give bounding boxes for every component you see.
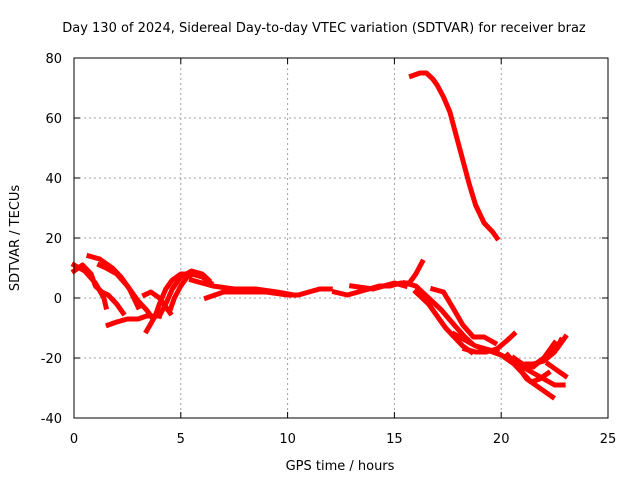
x-tick-label: 5 (177, 432, 185, 447)
series-arc16 (429, 285, 499, 347)
series-arc2 (70, 262, 127, 317)
x-tick-label: 0 (70, 432, 78, 447)
series-arc7 (141, 289, 174, 317)
x-tick-label: 20 (493, 432, 510, 447)
series-arc14 (402, 279, 475, 347)
series-arc8 (156, 268, 213, 320)
series-arc11 (188, 276, 297, 298)
x-tick-label: 10 (279, 432, 296, 447)
y-axis-label: SDTVAR / TECUs (8, 185, 23, 292)
y-tick-label: -20 (41, 352, 62, 367)
series-arc19 (480, 345, 566, 388)
y-tick-label: 40 (45, 172, 62, 187)
series-arc4 (96, 261, 155, 320)
series-arc26 (408, 70, 501, 242)
series-arc21 (502, 354, 552, 385)
series-arc24 (527, 333, 569, 371)
grid (74, 58, 608, 418)
series-arc15 (412, 288, 475, 356)
x-tick-label: 15 (386, 432, 403, 447)
series-arc13 (348, 280, 409, 292)
series-arc9 (166, 270, 197, 314)
y-tick-label: 80 (45, 52, 62, 67)
series-arc6 (143, 271, 215, 335)
y-tick-label: 60 (45, 112, 62, 127)
series-arc25 (544, 360, 569, 380)
y-tick-label: -40 (41, 412, 62, 427)
y-tick-label: 20 (45, 232, 62, 247)
y-tick-label: 0 (54, 292, 62, 307)
x-tick-label: 25 (600, 432, 617, 447)
axis-ticks: 0 5 10 15 20 25 -40 -20 0 20 40 60 80 (41, 52, 617, 447)
chart-title: Day 130 of 2024, Sidereal Day-to-day VTE… (62, 21, 586, 36)
x-axis-label: GPS time / hours (286, 459, 395, 474)
series-layer (70, 70, 569, 401)
